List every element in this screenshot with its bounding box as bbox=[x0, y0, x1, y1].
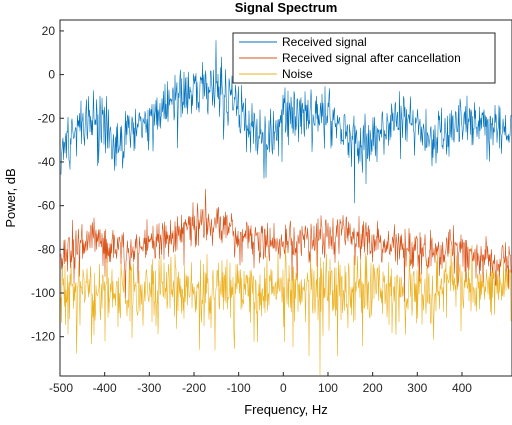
y-tick-label: -100 bbox=[31, 286, 55, 300]
x-tick-label: 400 bbox=[452, 381, 472, 395]
y-tick-label: 20 bbox=[42, 24, 56, 38]
x-tick-label: -300 bbox=[137, 381, 161, 395]
y-tick-label: -20 bbox=[38, 111, 56, 125]
series-line-0 bbox=[60, 40, 512, 204]
chart-title: Signal Spectrum bbox=[235, 0, 338, 15]
y-tick-label: 0 bbox=[48, 68, 55, 82]
legend-label-received: Received signal bbox=[282, 35, 367, 49]
legend-label-after-cancellation: Received signal after cancellation bbox=[282, 51, 461, 65]
y-axis-label: Power, dB bbox=[3, 168, 18, 227]
y-tick-label: -80 bbox=[38, 242, 56, 256]
plot-frame bbox=[59, 19, 512, 377]
y-tick-label: -120 bbox=[31, 330, 55, 344]
x-tick-label: -400 bbox=[93, 381, 117, 395]
axes-layer: -500 -400 -300 -200 -100 0 100 200 300 400200-20-… bbox=[31, 24, 472, 395]
series-line-1 bbox=[60, 188, 512, 302]
y-tick-label: -60 bbox=[38, 199, 56, 213]
x-tick-label: 100 bbox=[318, 381, 338, 395]
x-tick-label: 0 bbox=[280, 381, 287, 395]
x-tick-label: 300 bbox=[407, 381, 427, 395]
x-axis-label: Frequency, Hz bbox=[244, 402, 328, 417]
y-tick-label: -40 bbox=[38, 155, 56, 169]
series-layer bbox=[60, 40, 512, 376]
legend: Received signal Received signal after ca… bbox=[232, 32, 496, 84]
x-tick-label: -200 bbox=[182, 381, 206, 395]
x-tick-label: -500 bbox=[49, 381, 73, 395]
x-tick-label: -100 bbox=[227, 381, 251, 395]
legend-label-noise: Noise bbox=[282, 67, 313, 81]
series-line-2 bbox=[60, 239, 512, 376]
x-tick-label: 200 bbox=[363, 381, 383, 395]
